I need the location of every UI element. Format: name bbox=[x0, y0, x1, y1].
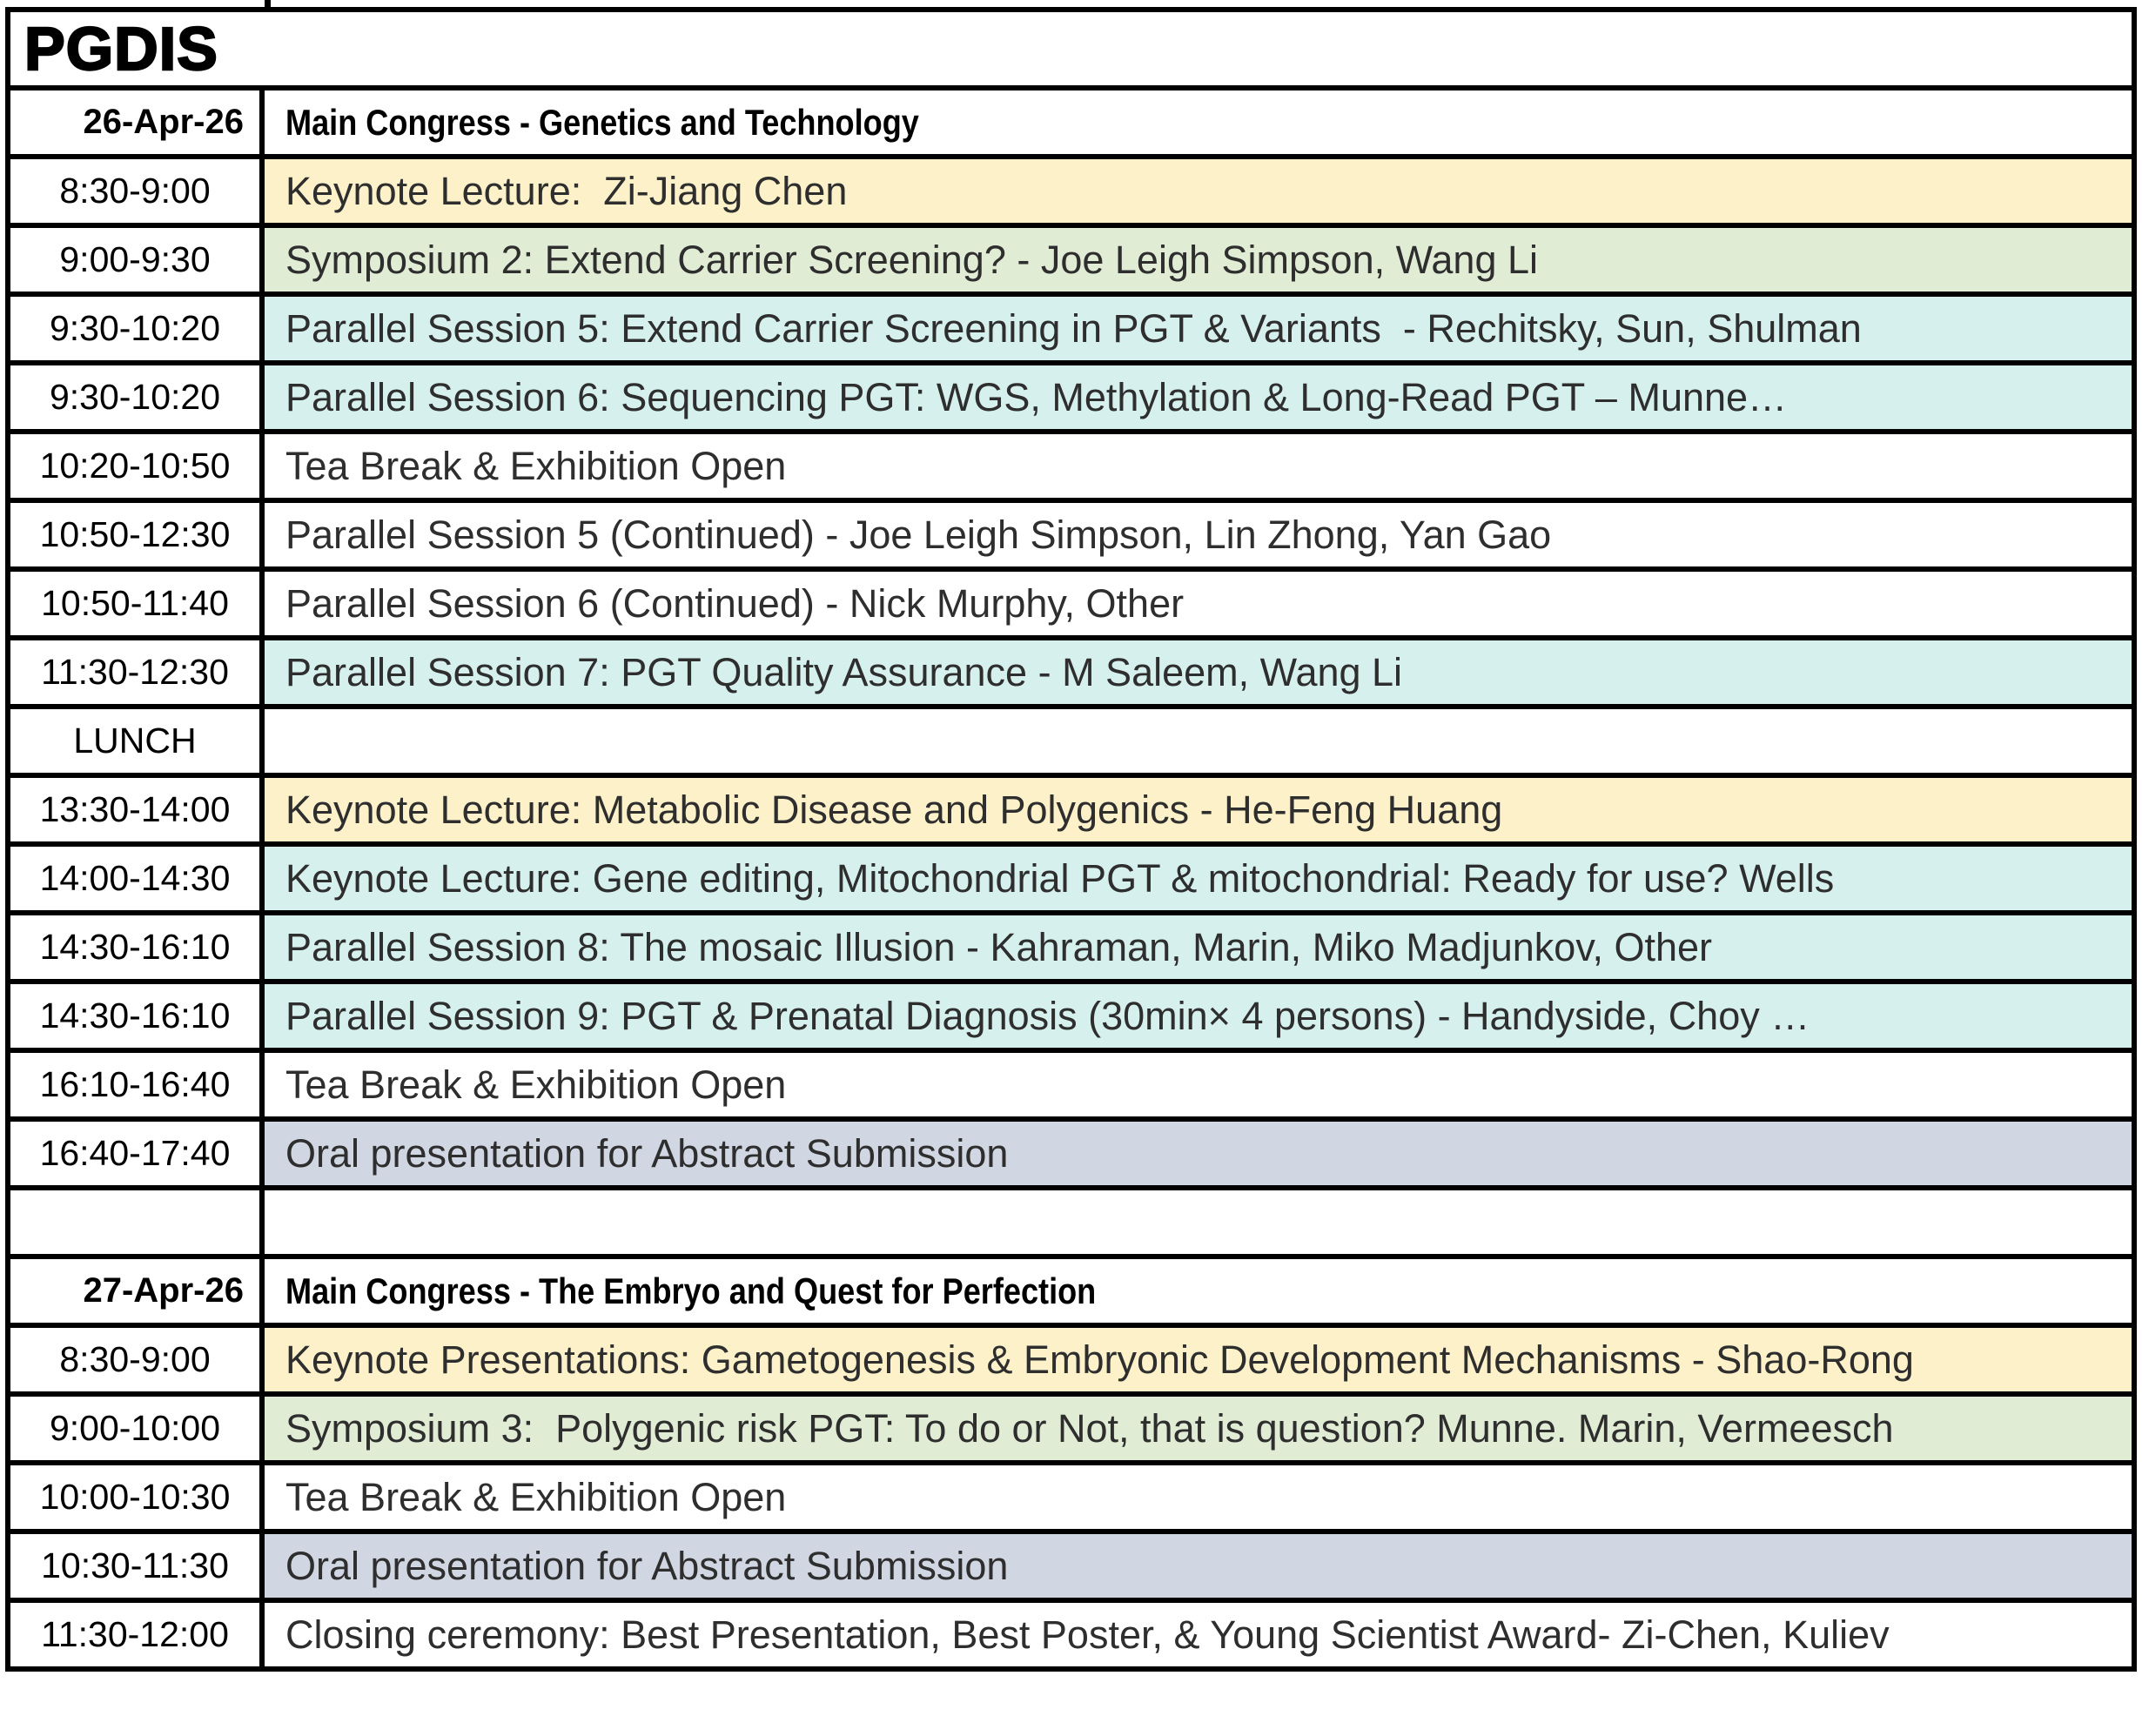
session-label: Tea Break & Exhibition Open bbox=[285, 443, 787, 488]
session-cell: Keynote Lecture: Zi-Jiang Chen bbox=[265, 159, 2132, 223]
session-cell: Symposium 3: Polygenic risk PGT: To do o… bbox=[265, 1397, 2132, 1460]
session-label: Parallel Session 5 (Continued) - Joe Lei… bbox=[285, 512, 1552, 557]
session-cell: Oral presentation for Abstract Submissio… bbox=[265, 1534, 2132, 1598]
session-label: Parallel Session 8: The mosaic Illusion … bbox=[285, 924, 1713, 969]
time-cell: 10:50-11:40 bbox=[10, 572, 265, 635]
session-cell: Parallel Session 6 (Continued) - Nick Mu… bbox=[265, 572, 2132, 635]
day-header-row: 26-Apr-26 Main Congress - Genetics and Te… bbox=[10, 85, 2132, 154]
session-label: Oral presentation for Abstract Submissio… bbox=[285, 1543, 1009, 1588]
session-cell: Main Congress - The Embryo and Quest for… bbox=[265, 1259, 2132, 1323]
session-cell: Parallel Session 7: PGT Quality Assuranc… bbox=[265, 640, 2132, 704]
session-cell: Closing ceremony: Best Presentation, Bes… bbox=[265, 1603, 2132, 1666]
time-cell bbox=[10, 1190, 265, 1254]
session-cell: Tea Break & Exhibition Open bbox=[265, 434, 2132, 498]
schedule-row: 11:30-12:00 Closing ceremony: Best Presen… bbox=[10, 1598, 2132, 1666]
schedule-row: 9:30-10:20 Parallel Session 6: Sequencing… bbox=[10, 360, 2132, 429]
time-cell: 8:30-9:00 bbox=[10, 159, 265, 223]
session-label: Keynote Lecture: Zi-Jiang Chen bbox=[285, 168, 848, 213]
session-label: Tea Break & Exhibition Open bbox=[285, 1474, 787, 1519]
schedule-row: 13:30-14:00 Keynote Lecture: Metabolic Di… bbox=[10, 773, 2132, 841]
time-cell: LUNCH bbox=[10, 709, 265, 773]
time-cell: 10:20-10:50 bbox=[10, 434, 265, 498]
time-cell: 9:30-10:20 bbox=[10, 297, 265, 360]
session-label: Symposium 3: Polygenic risk PGT: To do o… bbox=[285, 1405, 1894, 1451]
session-cell: Oral presentation for Abstract Submissio… bbox=[265, 1122, 2132, 1185]
time-cell: 9:30-10:20 bbox=[10, 365, 265, 429]
schedule-row: 9:30-10:20 Parallel Session 5: Extend Car… bbox=[10, 292, 2132, 360]
session-label: Tea Break & Exhibition Open bbox=[285, 1062, 787, 1107]
session-label: Closing ceremony: Best Presentation, Bes… bbox=[285, 1612, 1890, 1657]
schedule-row: 16:40-17:40 Oral presentation for Abstrac… bbox=[10, 1116, 2132, 1185]
schedule-row: 11:30-12:30 Parallel Session 7: PGT Quali… bbox=[10, 635, 2132, 704]
schedule-row: LUNCH bbox=[10, 704, 2132, 773]
session-label: Parallel Session 7: PGT Quality Assuranc… bbox=[285, 649, 1403, 694]
time-cell: 16:40-17:40 bbox=[10, 1122, 265, 1185]
session-label: Parallel Session 6: Sequencing PGT: WGS,… bbox=[285, 374, 1788, 419]
session-label: Keynote Lecture: Gene editing, Mitochond… bbox=[285, 855, 1835, 901]
time-cell: 11:30-12:30 bbox=[10, 640, 265, 704]
session-cell: Tea Break & Exhibition Open bbox=[265, 1053, 2132, 1116]
session-label: Main Congress - The Embryo and Quest for… bbox=[285, 1270, 1097, 1311]
schedule-row: 10:20-10:50 Tea Break & Exhibition Open bbox=[10, 429, 2132, 498]
schedule-row bbox=[10, 1185, 2132, 1254]
time-cell: 10:50-12:30 bbox=[10, 503, 265, 566]
schedule-row: 16:10-16:40 Tea Break & Exhibition Open bbox=[10, 1048, 2132, 1116]
schedule-row: 9:00-10:00 Symposium 3: Polygenic risk PG… bbox=[10, 1391, 2132, 1460]
schedule-table: PGDIS 26-Apr-26 Main Congress - Genetics … bbox=[5, 7, 2137, 1672]
time-cell: 13:30-14:00 bbox=[10, 778, 265, 841]
time-cell: 27-Apr-26 bbox=[10, 1259, 265, 1323]
session-label: Parallel Session 9: PGT & Prenatal Diagn… bbox=[285, 993, 1810, 1038]
schedule-row: 8:30-9:00 Keynote Presentations: Gametoge… bbox=[10, 1323, 2132, 1391]
session-cell: Symposium 2: Extend Carrier Screening? -… bbox=[265, 228, 2132, 292]
session-label: Keynote Lecture: Metabolic Disease and P… bbox=[285, 787, 1503, 832]
session-cell: Parallel Session 6: Sequencing PGT: WGS,… bbox=[265, 365, 2132, 429]
session-cell bbox=[265, 1190, 2132, 1254]
schedule-row: 14:30-16:10 Parallel Session 9: PGT & Pre… bbox=[10, 979, 2132, 1048]
session-label: Keynote Presentations: Gametogenesis & E… bbox=[285, 1337, 1914, 1382]
gridline-artifact bbox=[265, 0, 271, 8]
session-label: Oral presentation for Abstract Submissio… bbox=[285, 1130, 1009, 1176]
time-cell: 10:30-11:30 bbox=[10, 1534, 265, 1598]
schedule-row: 14:30-16:10 Parallel Session 8: The mosai… bbox=[10, 910, 2132, 979]
time-cell: 9:00-9:30 bbox=[10, 228, 265, 292]
time-cell: 8:30-9:00 bbox=[10, 1328, 265, 1391]
time-cell: 14:00-14:30 bbox=[10, 847, 265, 910]
time-cell: 26-Apr-26 bbox=[10, 90, 265, 154]
session-label: Main Congress - Genetics and Technology bbox=[285, 101, 919, 143]
session-cell bbox=[265, 709, 2132, 773]
schedule-row: 10:50-11:40 Parallel Session 6 (Continued… bbox=[10, 566, 2132, 635]
session-cell: Parallel Session 5 (Continued) - Joe Lei… bbox=[265, 503, 2132, 566]
session-label: Symposium 2: Extend Carrier Screening? -… bbox=[285, 237, 1539, 282]
schedule-row: 10:00-10:30 Tea Break & Exhibition Open bbox=[10, 1460, 2132, 1529]
session-cell: Keynote Presentations: Gametogenesis & E… bbox=[265, 1328, 2132, 1391]
schedule-row: 8:30-9:00 Keynote Lecture: Zi-Jiang Chen bbox=[10, 154, 2132, 223]
time-cell: 14:30-16:10 bbox=[10, 915, 265, 979]
session-cell: Tea Break & Exhibition Open bbox=[265, 1465, 2132, 1529]
page-title: PGDIS bbox=[24, 14, 218, 84]
title-row: PGDIS bbox=[10, 12, 2132, 85]
schedule-rows: 26-Apr-26 Main Congress - Genetics and Te… bbox=[10, 85, 2132, 1666]
session-cell: Parallel Session 8: The mosaic Illusion … bbox=[265, 915, 2132, 979]
session-cell: Main Congress - Genetics and Technology bbox=[265, 90, 2132, 154]
time-cell: 14:30-16:10 bbox=[10, 984, 265, 1048]
schedule-row: 14:00-14:30 Keynote Lecture: Gene editing… bbox=[10, 841, 2132, 910]
session-cell: Parallel Session 9: PGT & Prenatal Diagn… bbox=[265, 984, 2132, 1048]
session-cell: Keynote Lecture: Gene editing, Mitochond… bbox=[265, 847, 2132, 910]
session-label: Parallel Session 6 (Continued) - Nick Mu… bbox=[285, 580, 1185, 626]
time-cell: 11:30-12:00 bbox=[10, 1603, 265, 1666]
day-header-row: 27-Apr-26 Main Congress - The Embryo and … bbox=[10, 1254, 2132, 1323]
time-cell: 16:10-16:40 bbox=[10, 1053, 265, 1116]
schedule-row: 10:50-12:30 Parallel Session 5 (Continued… bbox=[10, 498, 2132, 566]
schedule-row: 10:30-11:30 Oral presentation for Abstrac… bbox=[10, 1529, 2132, 1598]
session-label: Parallel Session 5: Extend Carrier Scree… bbox=[285, 305, 1862, 351]
time-cell: 10:00-10:30 bbox=[10, 1465, 265, 1529]
schedule-row: 9:00-9:30 Symposium 2: Extend Carrier Scr… bbox=[10, 223, 2132, 292]
session-cell: Parallel Session 5: Extend Carrier Scree… bbox=[265, 297, 2132, 360]
time-cell: 9:00-10:00 bbox=[10, 1397, 265, 1460]
session-cell: Keynote Lecture: Metabolic Disease and P… bbox=[265, 778, 2132, 841]
